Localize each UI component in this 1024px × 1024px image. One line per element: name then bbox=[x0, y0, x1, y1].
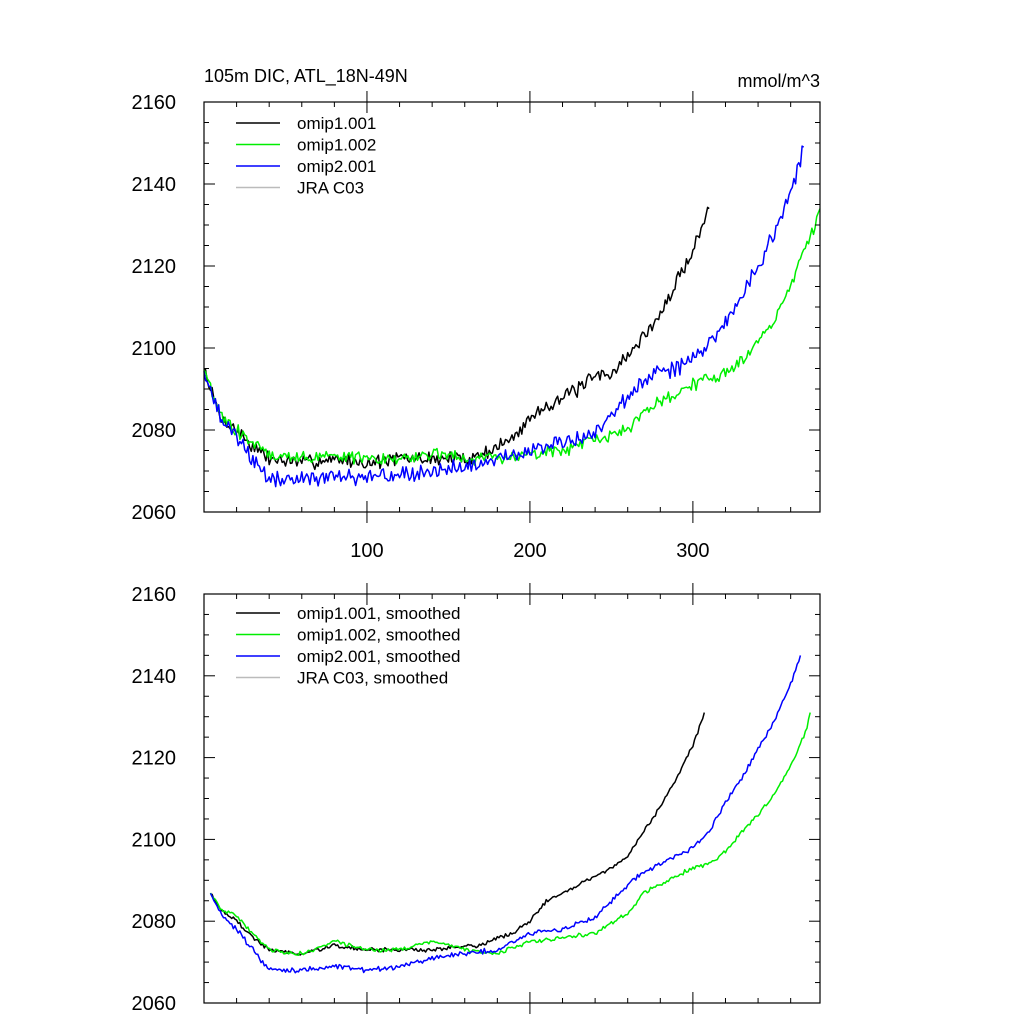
series-line-omip1-001 bbox=[203, 206, 710, 471]
legend-label: omip1.002 bbox=[297, 136, 376, 155]
top-panel: 2060 2080 2100 2120 2140 2160 100 200 300 omip1.0… bbox=[132, 91, 821, 562]
legend-label: omip1.002, smoothed bbox=[297, 626, 461, 645]
x-tick-label: 200 bbox=[513, 540, 546, 562]
legend-label: omip2.001 bbox=[297, 157, 376, 176]
legend-label: omip2.001, smoothed bbox=[297, 647, 461, 666]
chart-title: 105m DIC, ATL_18N-49N bbox=[204, 66, 408, 87]
series-line-omip1-002-smoothed bbox=[209, 712, 811, 956]
y-tick-label: 2100 bbox=[132, 338, 177, 360]
x-tick-label: 100 bbox=[350, 540, 383, 562]
series-line-omip1-001-smoothed bbox=[210, 712, 706, 956]
y-tick-label: 2160 bbox=[132, 584, 177, 606]
series-line-omip2-001 bbox=[203, 145, 805, 488]
y-tick-label: 2120 bbox=[132, 256, 177, 278]
y-tick-label: 2160 bbox=[132, 92, 177, 114]
x-tick-label: 300 bbox=[676, 540, 709, 562]
series-line-omip1-002 bbox=[203, 208, 821, 466]
y-tick-label: 2060 bbox=[132, 502, 177, 524]
bottom-panel: 2060 2080 2100 2120 2140 2160 omip1.001, smoot… bbox=[132, 583, 821, 1015]
y-tick-label: 2140 bbox=[132, 174, 177, 196]
y-tick-label: 2100 bbox=[132, 829, 177, 851]
y-tick-label: 2140 bbox=[132, 666, 177, 688]
legend-label: JRA C03 bbox=[297, 179, 364, 198]
legend-label: omip1.001 bbox=[297, 114, 376, 133]
y-tick-label: 2060 bbox=[132, 993, 177, 1015]
legend-label: JRA C03, smoothed bbox=[297, 669, 448, 688]
series-line-omip2-001-smoothed bbox=[209, 655, 802, 974]
y-tick-label: 2080 bbox=[132, 420, 177, 442]
y-tick-label: 2120 bbox=[132, 748, 177, 770]
units-label: mmol/m^3 bbox=[738, 71, 820, 91]
y-tick-label: 2080 bbox=[132, 911, 177, 933]
legend-label: omip1.001, smoothed bbox=[297, 604, 461, 623]
